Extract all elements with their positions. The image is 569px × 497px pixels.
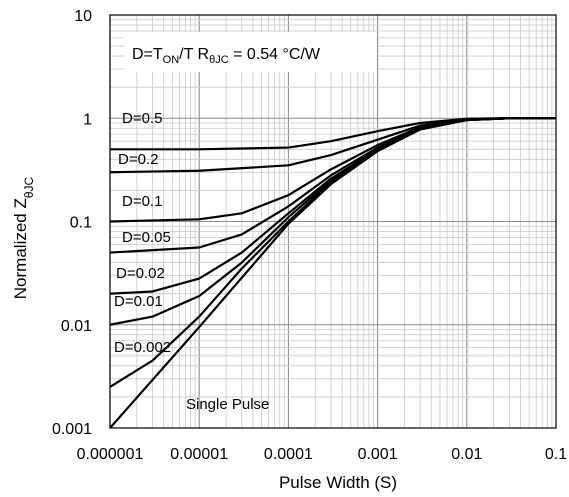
annotation-segment: D=T	[132, 46, 163, 63]
y-tick-label: 0.1	[70, 215, 92, 232]
y-tick-label: 1	[83, 111, 92, 128]
x-tick-label: 0.001	[358, 446, 398, 463]
series-line	[109, 117, 556, 429]
annotation-text: D=TON/T RθJC = 0.54 °C/W	[132, 46, 321, 66]
x-tick-label: 0.01	[451, 446, 482, 463]
y-axis-label-sub: θJC	[22, 176, 36, 198]
grid	[109, 15, 556, 429]
y-axis-label-main: Normalized Z	[11, 198, 30, 299]
y-tick-label: 10	[74, 8, 92, 25]
series-line	[109, 117, 556, 254]
annotation-subscript: θJC	[209, 54, 229, 66]
annotation-segment: /T R	[179, 46, 209, 63]
series-line	[109, 117, 556, 223]
series-label: D=0.002	[114, 339, 171, 356]
curves	[109, 117, 556, 429]
x-tick-label: 0.0001	[264, 446, 313, 463]
series-label: D=0.01	[114, 293, 163, 310]
series-line	[109, 117, 556, 295]
x-tick-label: 0.000001	[77, 446, 144, 463]
tick-labels: 0.000001 0.00001 0.0001 0.001 0.01 0.1 0.001 0.…	[52, 8, 567, 463]
y-tick-label: 0.01	[61, 318, 92, 335]
curve-labels: D=0.5 D=0.2 D=0.1 D=0.05 D=0.02 D=0.01 D=0.002…	[114, 110, 269, 413]
annotation-subscript: ON	[163, 54, 180, 66]
series-line	[109, 117, 556, 174]
series-label: D=0.2	[118, 151, 158, 168]
x-tick-label: 0.1	[545, 446, 567, 463]
annotation-segment: = 0.54 °C/W	[229, 46, 321, 63]
series-label: D=0.5	[122, 110, 162, 127]
series-label: D=0.02	[116, 265, 165, 282]
y-tick-label: 0.001	[52, 421, 92, 438]
x-tick-label: 0.00001	[170, 446, 228, 463]
annotation-box	[124, 32, 376, 72]
y-axis-label: Normalized ZθJC	[11, 176, 36, 299]
series-label: D=0.1	[122, 193, 162, 210]
series-label: D=0.05	[122, 229, 171, 246]
x-axis-label: Pulse Width (S)	[279, 473, 397, 492]
series-label: Single Pulse	[186, 396, 269, 413]
